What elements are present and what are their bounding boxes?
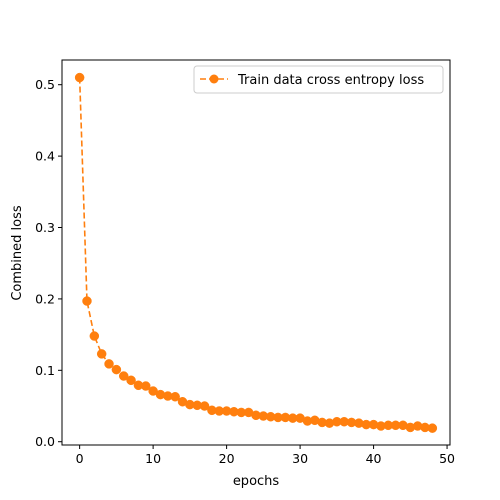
- y-tick-label: 0.2: [35, 291, 55, 306]
- data-point: [82, 296, 92, 306]
- x-axis-label: epochs: [233, 474, 280, 489]
- x-tick-label: 10: [145, 451, 161, 466]
- data-point: [89, 331, 100, 341]
- data-point: [96, 349, 107, 359]
- x-tick-label: 20: [219, 451, 235, 466]
- y-tick-label: 0.5: [35, 77, 55, 92]
- y-tick-label: 0.0: [35, 434, 55, 449]
- data-point: [126, 375, 136, 386]
- data-point: [111, 364, 122, 375]
- data-point: [170, 391, 180, 402]
- y-tick-label: 0.4: [35, 149, 55, 164]
- axis-ticks: 0 10 20 30 40 50 0.0 0.1 0.2 0.3 0.4 0.5: [35, 77, 455, 466]
- x-tick-label: 40: [366, 451, 382, 466]
- data-point: [199, 401, 210, 411]
- y-tick-label: 0.1: [35, 363, 55, 378]
- data-point: [141, 381, 151, 391]
- x-tick-label: 50: [439, 451, 455, 466]
- data-point: [427, 423, 438, 433]
- legend-marker-swatch: [209, 74, 219, 84]
- plot-area: [74, 72, 438, 433]
- data-point: [74, 72, 85, 83]
- x-tick-label: 0: [76, 451, 84, 466]
- legend-label: Train data cross entropy loss: [237, 73, 424, 88]
- y-tick-label: 0.3: [35, 220, 55, 235]
- data-point: [104, 359, 114, 369]
- legend-box: [193, 65, 444, 94]
- data-point: [118, 371, 129, 381]
- y-axis-label: Combined loss: [10, 205, 25, 301]
- axes-frame: [61, 59, 451, 446]
- x-tick-label: 30: [292, 451, 308, 466]
- legend: Train data cross entropy loss: [193, 65, 444, 94]
